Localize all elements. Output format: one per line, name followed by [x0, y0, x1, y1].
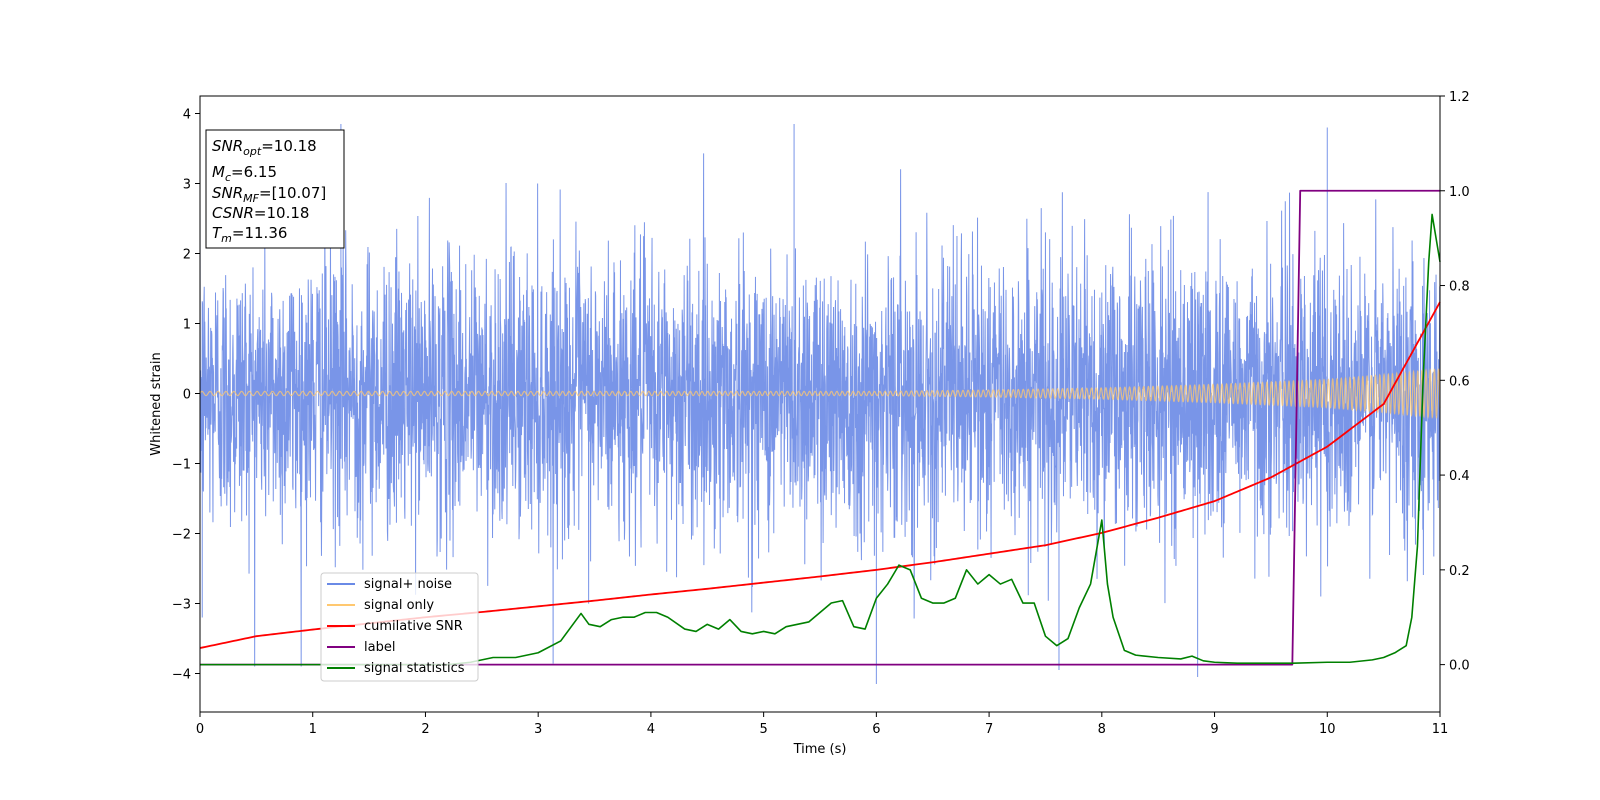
- y-right-tick-label: 1.0: [1449, 185, 1470, 200]
- x-tick-label: 6: [872, 722, 880, 737]
- legend-label-cumilative-snr: cumilative SNR: [364, 619, 463, 634]
- info-box: SNRopt=10.18 Mc=6.15 SNRMF=[10.07] CSNR=…: [205, 129, 345, 249]
- info-line-snr-opt: SNRopt=10.18: [212, 137, 317, 158]
- x-tick-label: 2: [421, 722, 429, 737]
- legend-entry-signal-only: signal only: [327, 598, 434, 613]
- info-line-csnr: CSNR=10.18: [212, 204, 309, 222]
- y-left-tick-label: 2: [183, 248, 191, 263]
- y-right-tick-label: 0.0: [1449, 659, 1470, 674]
- x-tick-label: 4: [647, 722, 655, 737]
- y-right-tick-label: 0.2: [1449, 564, 1470, 579]
- legend-entry-cumilative-snr: cumilative SNR: [327, 619, 463, 634]
- y-right-tick-label: 0.6: [1449, 374, 1470, 389]
- x-axis-label: Time (s): [793, 742, 847, 757]
- info-box-frame: [205, 129, 345, 249]
- y-left-tick-label: 4: [183, 108, 191, 123]
- x-tick-label: 10: [1319, 722, 1336, 737]
- legend-label-signal-only: signal only: [364, 598, 434, 613]
- y-right-tick-label: 0.8: [1449, 280, 1470, 295]
- axes: 0 1 2 3 4 5 6 7 8 9 10 11 −4 −3 −2 −1 0 1 2 3 4 0.0 0.2 0.4 0.6 0…: [172, 90, 1470, 737]
- y-left-tick-label: −2: [172, 528, 191, 543]
- x-tick-label: 0: [196, 722, 204, 737]
- info-line-tm: Tm=11.36: [212, 224, 287, 245]
- y-left-tick-label: −3: [172, 598, 191, 613]
- legend: signal+ noise signal only cumilative SNR…: [320, 572, 479, 682]
- series-label-line: [200, 189, 1440, 666]
- info-line-mc: Mc=6.15: [212, 163, 277, 184]
- legend-entry-signal-statistics: signal statistics: [327, 661, 465, 676]
- y-left-tick-label: 1: [183, 318, 191, 333]
- y-axis-label: Whitened strain: [149, 352, 164, 455]
- x-tick-label: 1: [309, 722, 317, 737]
- legend-label-signal-statistics: signal statistics: [364, 661, 465, 676]
- plot-area: [199, 124, 1441, 684]
- legend-entry-signal-noise: signal+ noise: [327, 577, 452, 592]
- x-tick-label: 9: [1210, 722, 1218, 737]
- x-tick-label: 7: [985, 722, 993, 737]
- legend-frame: [320, 572, 479, 682]
- y-right-tick-label: 1.2: [1449, 90, 1470, 105]
- info-line-snr-mf: SNRMF=[10.07]: [212, 184, 326, 205]
- y-right-tick-label: 0.4: [1449, 469, 1470, 484]
- legend-label-signal-noise: signal+ noise: [364, 577, 452, 592]
- y-left-tick-label: −4: [172, 668, 191, 683]
- y-left-tick-label: 0: [183, 388, 191, 403]
- plot-frame: [199, 95, 1441, 713]
- legend-entry-label: label: [327, 640, 395, 655]
- series-signal-statistics-line: [200, 213, 1441, 666]
- x-tick-label: 8: [1098, 722, 1106, 737]
- legend-label-label: label: [364, 640, 395, 655]
- x-tick-label: 5: [759, 722, 767, 737]
- x-tick-label: 11: [1432, 722, 1449, 737]
- series-signal-only-line: [199, 368, 1441, 420]
- y-left-tick-label: 3: [183, 178, 191, 193]
- y-left-tick-label: −1: [172, 458, 191, 473]
- x-tick-label: 3: [534, 722, 542, 737]
